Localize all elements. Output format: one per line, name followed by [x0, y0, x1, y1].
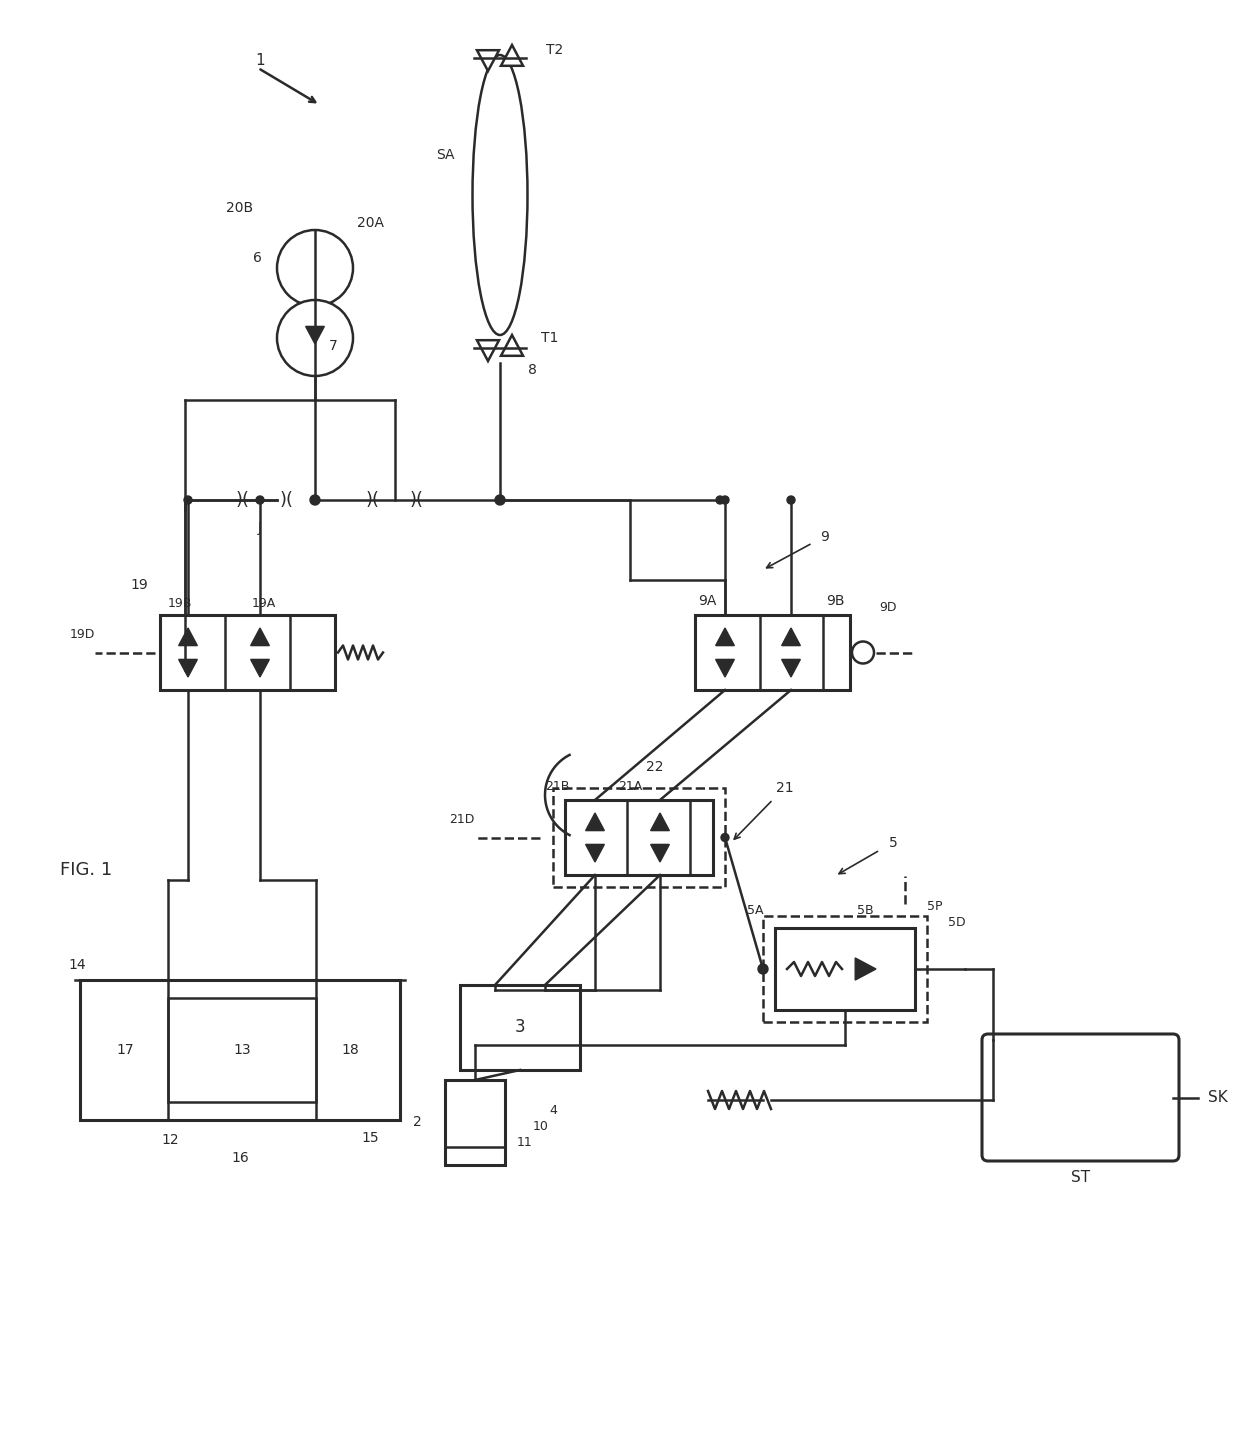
FancyBboxPatch shape	[982, 1035, 1179, 1160]
Polygon shape	[477, 50, 498, 71]
Text: 16: 16	[231, 1150, 249, 1165]
Text: 1: 1	[255, 53, 264, 67]
Text: 7: 7	[329, 339, 337, 353]
Text: 11: 11	[517, 1136, 533, 1149]
Circle shape	[715, 496, 724, 504]
Text: 9A: 9A	[698, 594, 717, 607]
Text: ST: ST	[1071, 1169, 1090, 1185]
Text: 19A: 19A	[252, 596, 277, 610]
Circle shape	[787, 496, 795, 504]
Bar	[460, 985, 580, 1070]
Text: 10: 10	[533, 1120, 549, 1133]
Polygon shape	[250, 659, 269, 677]
Polygon shape	[715, 627, 734, 646]
Text: 20A: 20A	[357, 216, 383, 230]
Bar	[160, 614, 335, 690]
Text: 21A: 21A	[618, 779, 642, 793]
Circle shape	[852, 642, 874, 663]
Bar	[81, 980, 401, 1120]
Text: T2: T2	[547, 43, 564, 57]
Circle shape	[495, 494, 505, 504]
Polygon shape	[781, 627, 800, 646]
Text: 2: 2	[413, 1116, 422, 1129]
Bar	[763, 916, 928, 1022]
Text: )(: )(	[280, 492, 294, 509]
Text: 18: 18	[341, 1043, 358, 1057]
Bar	[694, 614, 849, 690]
Circle shape	[758, 965, 768, 975]
Polygon shape	[856, 957, 875, 980]
Text: 21: 21	[776, 780, 794, 795]
Bar	[167, 997, 316, 1102]
Bar	[445, 1080, 505, 1165]
Text: 12: 12	[161, 1133, 179, 1147]
Circle shape	[255, 496, 264, 504]
Text: 5: 5	[889, 836, 898, 850]
Text: 21D: 21D	[449, 813, 475, 826]
Polygon shape	[179, 659, 197, 677]
Bar	[775, 927, 915, 1010]
Text: SA: SA	[435, 149, 454, 161]
Circle shape	[720, 496, 729, 504]
Text: 22: 22	[646, 760, 663, 775]
Text: 19B: 19B	[167, 596, 192, 610]
Text: 19: 19	[130, 577, 148, 592]
Text: 20B: 20B	[227, 201, 253, 214]
Polygon shape	[585, 845, 604, 862]
Text: 19D: 19D	[69, 627, 94, 642]
Polygon shape	[501, 44, 523, 66]
Text: 14: 14	[68, 957, 86, 972]
Text: 21B: 21B	[544, 779, 569, 793]
Text: 8: 8	[527, 363, 537, 377]
Text: )(: )(	[410, 492, 424, 509]
Text: 9B: 9B	[826, 594, 844, 607]
Text: 13: 13	[233, 1043, 250, 1057]
Text: 15: 15	[361, 1130, 378, 1145]
Polygon shape	[715, 659, 734, 677]
Text: 3: 3	[515, 1019, 526, 1036]
Polygon shape	[250, 627, 269, 646]
Text: 5P: 5P	[928, 899, 942, 913]
Polygon shape	[477, 340, 498, 362]
Text: )(: )(	[366, 492, 379, 509]
Circle shape	[720, 833, 729, 842]
Ellipse shape	[472, 54, 527, 334]
Circle shape	[184, 496, 192, 504]
Bar	[553, 787, 725, 887]
Circle shape	[277, 230, 353, 306]
Text: J: J	[258, 522, 262, 534]
Polygon shape	[305, 326, 325, 344]
Polygon shape	[651, 845, 670, 862]
Polygon shape	[585, 813, 604, 830]
Text: 4: 4	[549, 1103, 557, 1116]
Circle shape	[277, 300, 353, 376]
Polygon shape	[781, 659, 800, 677]
Text: 9D: 9D	[879, 600, 897, 613]
Text: 5B: 5B	[857, 903, 873, 916]
Circle shape	[310, 494, 320, 504]
Text: 6: 6	[253, 252, 262, 264]
Text: SK: SK	[1208, 1090, 1228, 1105]
Text: T1: T1	[542, 332, 559, 344]
Polygon shape	[179, 627, 197, 646]
Text: 5A: 5A	[746, 903, 764, 916]
Text: 17: 17	[117, 1043, 134, 1057]
Text: FIG. 1: FIG. 1	[60, 862, 113, 879]
Text: 9: 9	[820, 530, 828, 544]
Polygon shape	[501, 334, 523, 356]
Polygon shape	[651, 813, 670, 830]
Bar	[565, 800, 713, 875]
Text: 5D: 5D	[949, 916, 966, 929]
Text: )(: )(	[236, 492, 250, 509]
